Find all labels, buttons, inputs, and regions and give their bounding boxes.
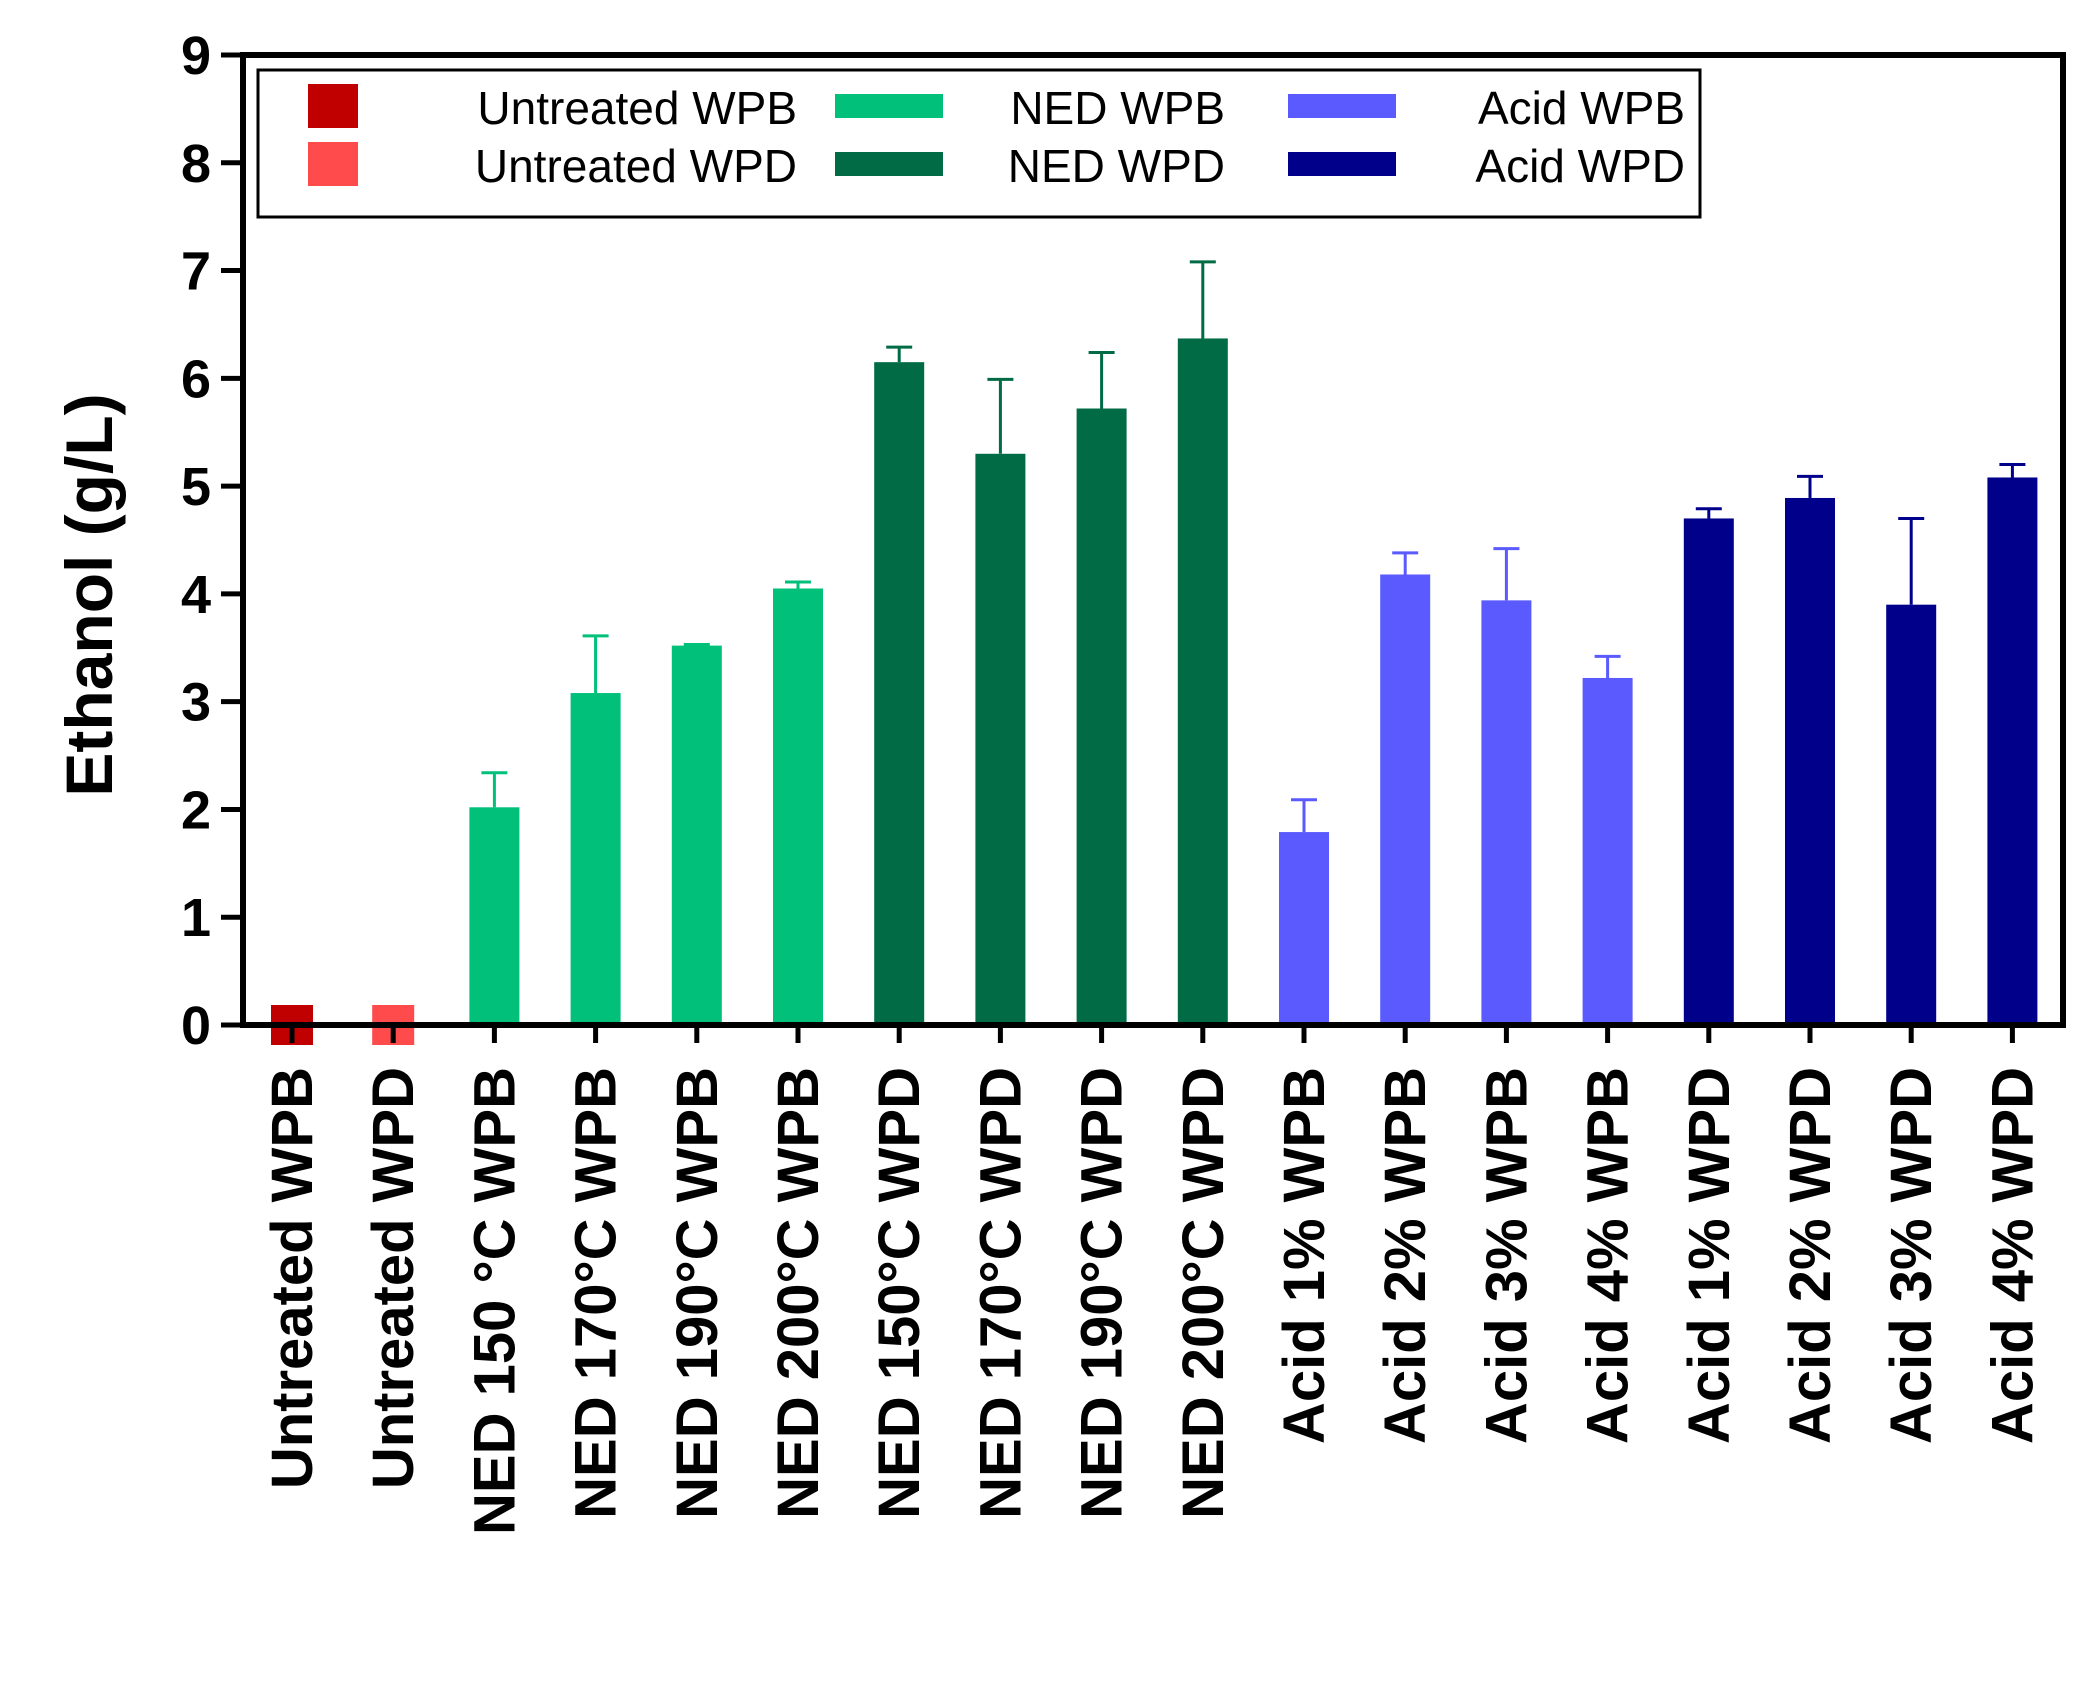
bar-11 — [1380, 574, 1431, 1025]
x-tick-label-14: Acid 1% WPD — [1677, 1067, 1742, 1444]
legend-frame — [256, 68, 1702, 219]
y-axis-title: Ethanol (g/L) — [52, 393, 126, 796]
legend-label-5: Acid WPD — [1475, 140, 1685, 192]
legend-label-4: Acid WPB — [1478, 82, 1685, 134]
bar-9 — [1177, 338, 1228, 1025]
bar-2 — [469, 807, 520, 1025]
y-tick-label-6: 6 — [181, 349, 211, 409]
legend-swatch-5 — [1288, 152, 1396, 176]
x-tick-label-0: Untreated WPB — [260, 1067, 325, 1489]
legend-swatch-1 — [308, 142, 358, 186]
x-tick-label-9: NED 200°C WPD — [1171, 1067, 1236, 1519]
x-tick-label-17: Acid 4% WPD — [1980, 1067, 2045, 1444]
legend-swatch-4 — [1288, 94, 1396, 118]
bar-7 — [975, 453, 1026, 1025]
legend-label-1: Untreated WPD — [475, 140, 797, 192]
x-tick-label-12: Acid 3% WPB — [1474, 1067, 1539, 1444]
legend-label-2: NED WPB — [1010, 82, 1225, 134]
legend — [256, 68, 1702, 219]
plot-frame — [240, 52, 2066, 1028]
x-tick-label-10: Acid 1% WPB — [1272, 1067, 1337, 1444]
y-tick-label-8: 8 — [181, 134, 211, 194]
bar-8 — [1076, 408, 1127, 1025]
y-tick-label-5: 5 — [181, 457, 211, 517]
legend-swatch-3 — [835, 152, 943, 176]
y-tick-label-9: 9 — [181, 26, 211, 86]
x-tick-label-6: NED 150°C WPD — [867, 1067, 932, 1519]
x-tick-label-1: Untreated WPD — [361, 1067, 426, 1489]
legend-items: Untreated WPB Untreated WPD NED WPB NED WPD… — [308, 82, 1685, 192]
axes-layer: Untreated WPB Untreated WPD NED 150 °C WPB… — [181, 26, 2066, 1535]
y-tick-label-7: 7 — [181, 242, 211, 302]
y-tick-label-3: 3 — [181, 673, 211, 733]
x-tick-label-3: NED 170°C WPB — [564, 1067, 629, 1519]
x-tick-label-4: NED 190°C WPB — [665, 1067, 730, 1519]
legend-label-0: Untreated WPB — [477, 82, 797, 134]
y-tick-label-2: 2 — [181, 780, 211, 840]
bar-3 — [570, 693, 621, 1025]
bar-14 — [1683, 518, 1734, 1025]
bar-10 — [1279, 832, 1329, 1025]
x-tick-label-2: NED 150 °C WPB — [462, 1067, 527, 1535]
x-tick-label-5: NED 200°C WPB — [766, 1067, 831, 1519]
legend-swatch-0 — [308, 84, 358, 128]
x-tick-label-7: NED 170°C WPD — [968, 1067, 1033, 1519]
bar-15 — [1785, 497, 1835, 1025]
x-tick-label-15: Acid 2% WPD — [1778, 1067, 1843, 1444]
legend-label-3: NED WPD — [1008, 140, 1225, 192]
y-tick-label-4: 4 — [181, 565, 211, 625]
legend-swatch-2 — [835, 94, 943, 118]
bar-17 — [1987, 477, 2038, 1025]
bar-13 — [1582, 677, 1633, 1025]
x-tick-label-13: Acid 4% WPB — [1576, 1067, 1641, 1444]
bar-12 — [1481, 600, 1532, 1025]
x-tick-label-8: NED 190°C WPD — [1070, 1067, 1135, 1519]
bar-4 — [671, 645, 722, 1025]
x-tick-label-11: Acid 2% WPB — [1373, 1067, 1438, 1444]
bar-16 — [1886, 604, 1937, 1025]
y-tick-label-1: 1 — [181, 888, 211, 948]
bar-5 — [773, 588, 823, 1025]
x-tick-label-16: Acid 3% WPD — [1879, 1067, 1944, 1444]
y-tick-label-0: 0 — [181, 996, 211, 1056]
bars-layer — [271, 260, 2038, 1045]
bar-6 — [874, 362, 925, 1026]
